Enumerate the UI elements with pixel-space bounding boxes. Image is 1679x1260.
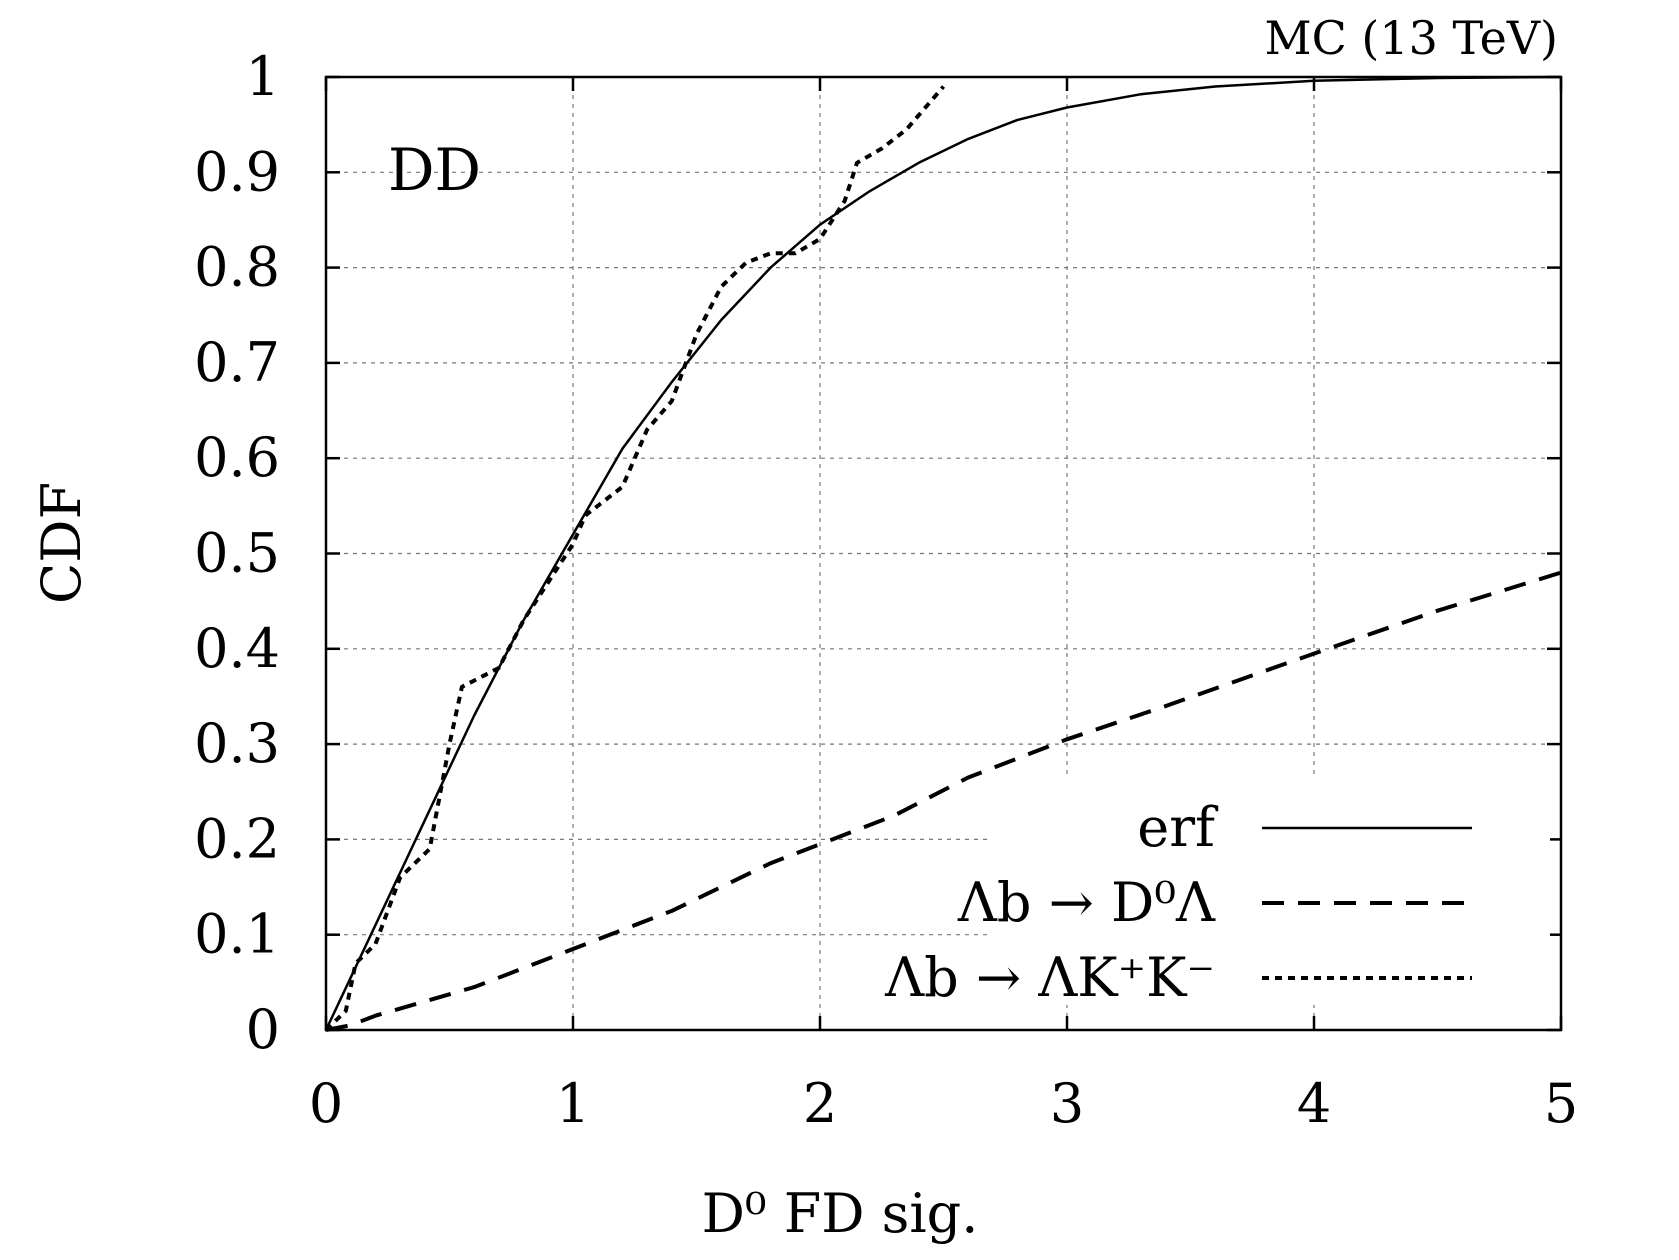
y-axis-title: CDF bbox=[30, 482, 93, 604]
series-line-solid bbox=[324, 75, 1562, 1031]
series-lines bbox=[324, 75, 1562, 1032]
y-tick-label: 0 bbox=[246, 998, 280, 1061]
y-tick-label: 0.5 bbox=[194, 522, 280, 585]
x-tick-label: 5 bbox=[1544, 1072, 1578, 1135]
y-tick-label: 0.8 bbox=[194, 236, 280, 299]
y-tick-label: 0.3 bbox=[194, 712, 280, 775]
ticks bbox=[324, 75, 1563, 1032]
y-tick-labels: 0 0.1 0.2 0.3 0.4 0.5 0.6 0.7 0.8 0.9 1 bbox=[194, 45, 280, 1061]
x-tick-labels: 0 1 2 3 4 5 bbox=[309, 1072, 1578, 1135]
y-tick-label: 0.7 bbox=[194, 331, 280, 394]
y-tick-label: 0.6 bbox=[194, 426, 280, 489]
x-tick-label: 2 bbox=[803, 1072, 837, 1135]
series-line-dashed bbox=[325, 570, 1562, 1032]
y-tick-label: 0.2 bbox=[194, 807, 280, 870]
y-tick-label: 0.4 bbox=[194, 617, 280, 680]
legend: erf Λb → D⁰Λ Λb → ΛK⁺K⁻ bbox=[884, 775, 1550, 1009]
y-tick-label: 0.1 bbox=[194, 903, 280, 966]
legend-label: Λb → ΛK⁺K⁻ bbox=[884, 946, 1215, 1009]
x-axis-title: D⁰ FD sig. bbox=[702, 1182, 979, 1245]
legend-background bbox=[990, 775, 1550, 1005]
y-tick-label: 0.9 bbox=[194, 140, 280, 203]
legend-label: Λb → D⁰Λ bbox=[957, 871, 1216, 934]
annotation-mc-13tev: MC (13 TeV) bbox=[1264, 11, 1558, 65]
x-tick-label: 4 bbox=[1297, 1072, 1331, 1135]
legend-label: erf bbox=[1137, 796, 1219, 859]
annotation-dd: DD bbox=[388, 136, 481, 204]
x-tick-label: 3 bbox=[1050, 1072, 1084, 1135]
x-tick-label: 0 bbox=[309, 1072, 343, 1135]
y-tick-label: 1 bbox=[246, 45, 280, 108]
x-tick-label: 1 bbox=[556, 1072, 590, 1135]
series-line-dotted bbox=[324, 85, 946, 1032]
